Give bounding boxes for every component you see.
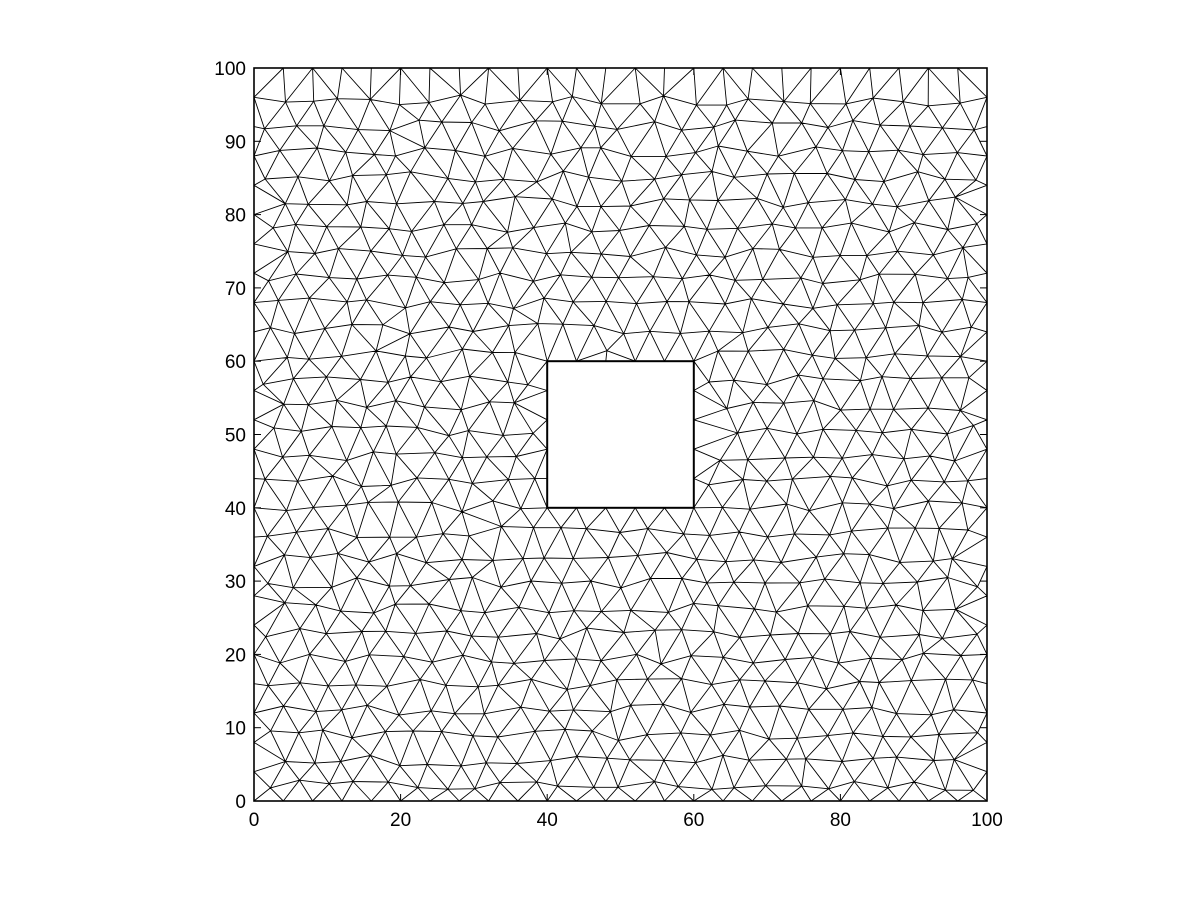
y-tick-label: 10 [225, 719, 246, 740]
y-tick-label: 60 [225, 352, 246, 373]
y-tick-label: 50 [225, 426, 246, 447]
axis-ticks [253, 67, 988, 802]
x-tick-label: 20 [390, 810, 411, 831]
y-tick-label: 70 [225, 279, 246, 300]
y-tick-label: 30 [225, 572, 246, 593]
x-tick-label: 60 [683, 810, 704, 831]
x-tick-label: 40 [537, 810, 558, 831]
y-tick-label: 100 [214, 59, 246, 80]
x-tick-label: 0 [249, 810, 260, 831]
y-tick-label: 20 [225, 645, 246, 666]
x-axis-tick-labels: 0 20 40 60 80 100 [249, 810, 1003, 831]
x-tick-label: 100 [971, 810, 1003, 831]
square-hole [546, 360, 695, 509]
y-tick-label: 90 [225, 132, 246, 153]
x-tick-label: 80 [830, 810, 851, 831]
y-axis-tick-labels: 0 10 20 30 40 50 60 70 80 90 100 [214, 59, 246, 813]
y-tick-label: 0 [235, 792, 246, 813]
y-tick-label: 40 [225, 499, 246, 520]
y-tick-label: 80 [225, 206, 246, 227]
